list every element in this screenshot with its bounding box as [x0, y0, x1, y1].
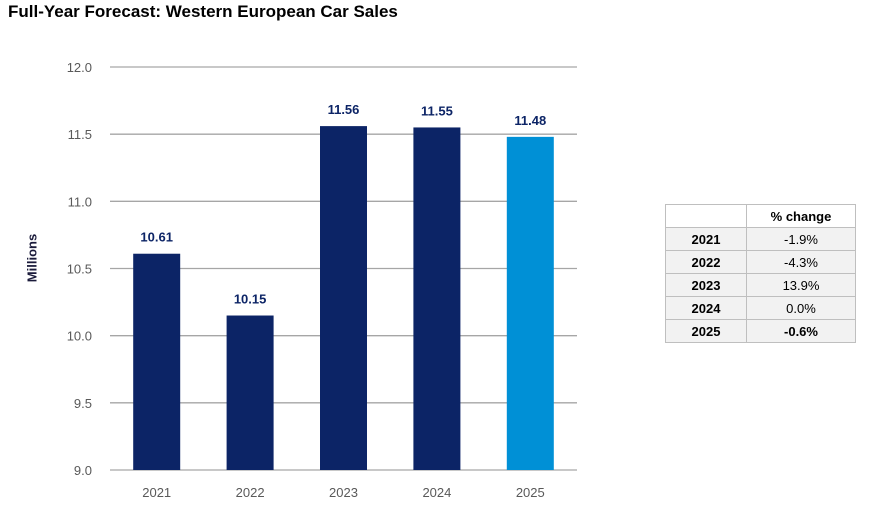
data-label: 11.56: [328, 102, 360, 117]
x-tick-label: 2021: [142, 485, 171, 500]
table-header-blank: [665, 204, 747, 228]
table-row: 2025 -0.6%: [665, 319, 856, 343]
table-row: 2024 0.0%: [665, 296, 856, 320]
data-label: 10.15: [234, 292, 267, 307]
table-cell-year: 2022: [665, 250, 747, 274]
bar: [413, 127, 461, 470]
table-row: 2022 -4.3%: [665, 250, 856, 274]
table-cell-change: -0.6%: [746, 319, 856, 343]
bar: [226, 315, 274, 470]
table-row: 2023 13.9%: [665, 273, 856, 297]
data-label: 11.48: [514, 113, 546, 128]
table-cell-year: 2021: [665, 227, 747, 251]
table-header-row: % change: [665, 204, 856, 228]
table-cell-year: 2025: [665, 319, 747, 343]
table-cell-change: 0.0%: [746, 296, 856, 320]
y-tick-label: 11.5: [68, 127, 92, 142]
y-tick-label: 12.0: [67, 60, 92, 75]
x-tick-label: 2023: [329, 485, 358, 500]
table-cell-change: -1.9%: [746, 227, 856, 251]
table-row: 2021 -1.9%: [665, 227, 856, 251]
bar: [320, 126, 367, 471]
y-tick-label: 11.0: [68, 194, 92, 209]
table-cell-year: 2024: [665, 296, 747, 320]
x-tick-label: 2024: [422, 485, 451, 500]
table-header-change: % change: [746, 204, 856, 228]
table-cell-change: -4.3%: [746, 250, 856, 274]
bar: [133, 253, 181, 470]
percent-change-table: % change 2021 -1.9% 2022 -4.3% 2023 13.9…: [665, 204, 856, 343]
x-tick-label: 2025: [516, 485, 545, 500]
table-cell-year: 2023: [665, 273, 747, 297]
x-tick-label: 2022: [236, 485, 265, 500]
y-tick-label: 9.0: [74, 463, 92, 478]
bar: [506, 136, 554, 470]
chart-title: Full-Year Forecast: Western European Car…: [8, 2, 398, 21]
table-cell-change: 13.9%: [746, 273, 856, 297]
y-axis-label: Millions: [24, 233, 40, 283]
y-tick-label: 10.0: [67, 329, 92, 344]
y-tick-label: 10.5: [67, 262, 92, 277]
data-label: 10.61: [140, 230, 173, 245]
data-label: 11.55: [421, 103, 453, 118]
y-tick-label: 9.5: [74, 396, 92, 411]
